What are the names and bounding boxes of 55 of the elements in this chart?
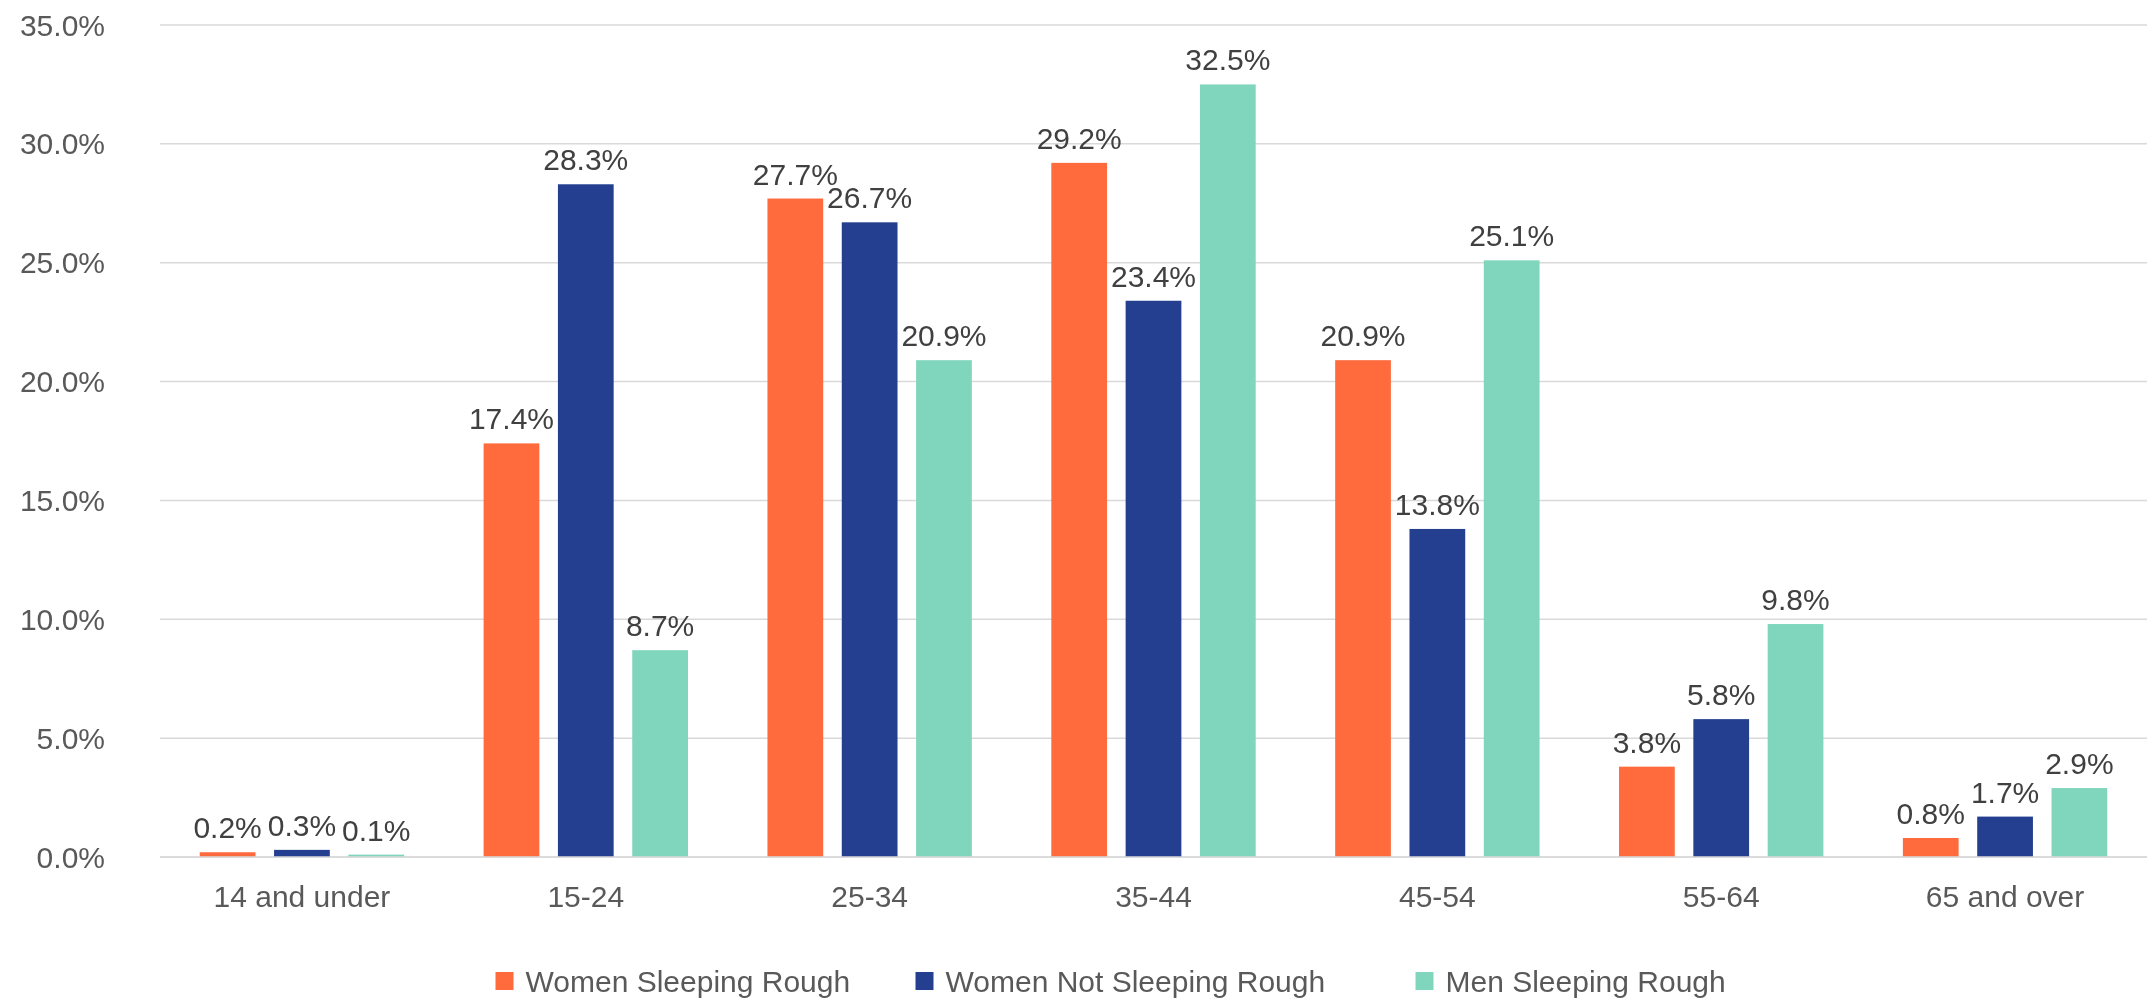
bar	[1409, 528, 1466, 857]
y-tick-label: 30.0%	[19, 127, 105, 161]
data-label: 20.9%	[1320, 319, 1406, 353]
x-tick-label: 55-64	[1682, 880, 1760, 913]
data-label: 0.3%	[267, 808, 337, 842]
y-tick-label: 5.0%	[36, 721, 105, 755]
bar	[1902, 837, 1959, 857]
data-label: 29.2%	[1036, 121, 1122, 155]
bar	[1051, 162, 1108, 857]
data-label: 0.1%	[342, 813, 411, 847]
bar	[1335, 360, 1391, 857]
bar	[841, 222, 898, 857]
data-label: 25.1%	[1469, 219, 1555, 253]
bar	[632, 650, 688, 857]
y-tick-label: 20.0%	[19, 365, 105, 399]
y-tick-label: 10.0%	[19, 602, 105, 636]
data-label: 23.4%	[1110, 259, 1197, 293]
x-tick-label: 14 and under	[213, 880, 391, 913]
bar	[557, 184, 614, 857]
legend-label: Women Not Sleeping Rough	[945, 964, 1326, 998]
x-tick-label: 65 and over	[1925, 880, 2085, 913]
bar	[2051, 788, 2108, 857]
data-label: 0.8%	[1896, 796, 1965, 830]
data-label: 0.2%	[193, 811, 262, 845]
data-label: 28.3%	[543, 143, 629, 177]
x-tick-label: 45-54	[1398, 880, 1476, 913]
data-label: 1.7%	[1970, 775, 2040, 809]
x-tick-label: 35-44	[1115, 880, 1192, 913]
y-tick-label: 15.0%	[19, 483, 105, 517]
data-label: 3.8%	[1612, 725, 1682, 759]
bar	[1619, 766, 1675, 857]
data-label: 32.5%	[1185, 43, 1271, 77]
data-label: 9.8%	[1761, 583, 1830, 617]
legend-label: Women Sleeping Rough	[525, 964, 851, 998]
data-label: 20.9%	[901, 319, 987, 353]
legend-label: Men Sleeping Rough	[1445, 964, 1726, 998]
data-label: 5.8%	[1687, 678, 1756, 712]
x-tick-label: 15-24	[547, 880, 625, 913]
bar	[767, 198, 824, 857]
bar	[1125, 300, 1182, 857]
data-label: 13.8%	[1394, 487, 1480, 521]
y-tick-label: 0.0%	[36, 840, 105, 874]
bar	[1693, 719, 1750, 857]
bar	[1199, 84, 1256, 857]
bar	[1483, 260, 1540, 857]
bar	[483, 443, 540, 857]
y-tick-label: 35.0%	[19, 8, 105, 42]
data-label: 2.9%	[2045, 747, 2114, 781]
bar	[916, 360, 972, 857]
x-tick-label: 25-34	[831, 880, 909, 913]
bar	[1767, 624, 1824, 857]
data-label: 17.4%	[468, 402, 555, 436]
bar	[1977, 816, 2033, 857]
y-tick-label: 25.0%	[19, 246, 105, 280]
data-label: 8.7%	[625, 609, 695, 643]
